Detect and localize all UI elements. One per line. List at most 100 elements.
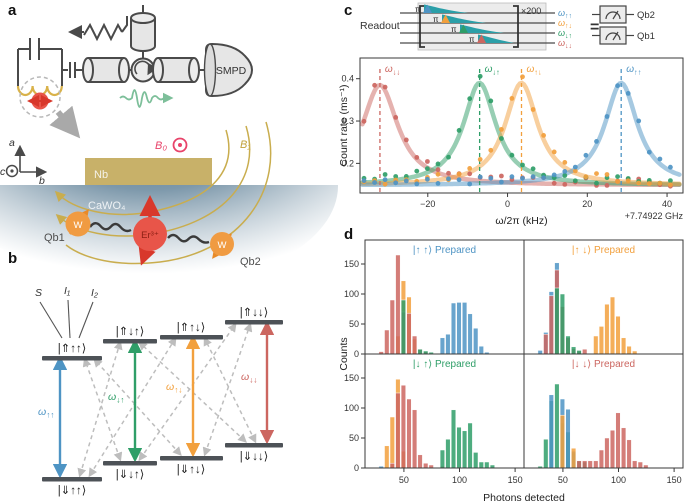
histogram-bar <box>615 315 621 355</box>
data-point <box>572 164 578 170</box>
photon-wavepacket-icon <box>119 89 174 108</box>
histogram-bar <box>473 327 479 355</box>
histogram-bar <box>632 460 638 469</box>
pi-label: π <box>451 25 457 34</box>
data-point <box>467 181 473 187</box>
data-point <box>646 149 652 155</box>
data-point <box>382 177 388 183</box>
line-label-downdown: ω↓↓ <box>558 38 572 50</box>
pi-pulses: π π π π <box>415 4 514 44</box>
electron-spin-label: S <box>35 287 42 299</box>
data-point <box>446 170 451 176</box>
x-tick-label: 100 <box>611 475 626 485</box>
histogram-bar <box>626 439 632 469</box>
state-ket: |⇑↓↑⟩ <box>116 326 145 338</box>
data-point <box>594 171 599 176</box>
plot-frame <box>359 57 684 194</box>
data-point <box>572 178 578 184</box>
histogram-bar <box>384 445 390 469</box>
state-ket: |⇑↑↓⟩ <box>177 322 206 334</box>
data-point <box>509 174 515 180</box>
b0-label: B₀ <box>155 140 167 152</box>
data-point <box>541 133 546 138</box>
x-tick-label: 50 <box>399 475 409 485</box>
data-point <box>425 159 430 164</box>
histogram-bar <box>484 461 490 469</box>
zoom-arrow-icon <box>49 105 81 139</box>
spin-pointer-lines <box>39 299 94 339</box>
y-tick-label: 0.4 <box>341 74 354 84</box>
measurement-gates <box>592 5 634 45</box>
data-point <box>530 166 536 172</box>
b0-field-icon <box>172 137 188 153</box>
histogram-bar <box>593 335 599 355</box>
histogram-bar <box>582 348 588 355</box>
histogram-bar <box>543 438 549 469</box>
y-tick-label: 50 <box>349 433 359 443</box>
histogram-bar <box>582 460 588 469</box>
data-point <box>615 179 620 184</box>
data-point <box>604 114 610 119</box>
histogram-bar <box>559 293 565 355</box>
histogram-bar <box>565 335 571 355</box>
x-tick-label: 100 <box>452 475 467 485</box>
histogram-bar <box>543 333 549 355</box>
pi-label: π <box>415 5 421 14</box>
data-point <box>520 74 525 80</box>
histogram-bar <box>598 326 604 355</box>
omega-label-updown: ω↑↓ <box>166 381 182 395</box>
er-spin-arrow-tail-icon <box>138 245 156 266</box>
axis-c-label: c <box>0 166 6 178</box>
axis-a-label: a <box>9 137 15 149</box>
subplot-title: |↑ ↑⟩ Prepared <box>413 245 476 256</box>
qb2-gate-label: Qb2 <box>637 10 655 21</box>
histogram-bar <box>621 337 627 355</box>
data-point <box>372 82 377 88</box>
data-point <box>668 164 673 170</box>
readout-label: Readout <box>360 20 400 32</box>
data-point <box>467 171 473 177</box>
data-point <box>361 178 367 184</box>
histogram-bar <box>417 454 423 469</box>
histogram-bar <box>637 461 643 469</box>
data-point <box>499 179 504 185</box>
data-point <box>372 180 377 185</box>
zoom-dashed-circle <box>19 76 61 118</box>
coupling-capacitor-icon <box>62 62 84 78</box>
histogram-bar <box>417 348 423 355</box>
bracket-left-icon <box>419 5 425 48</box>
data-point <box>477 157 483 162</box>
state-ket: |⇓↑↓⟩ <box>177 464 206 476</box>
histogram-bar <box>626 345 632 355</box>
data-point <box>646 181 652 186</box>
histogram-bar <box>456 302 462 355</box>
w-label-1: W <box>74 220 83 231</box>
smpd-detector-icon: SMPD <box>203 42 254 98</box>
bracket-right-icon <box>513 5 519 48</box>
histogram-bar <box>565 408 571 469</box>
subplot-title: |↓ ↓⟩ Prepared <box>572 359 635 370</box>
data-point <box>403 137 409 143</box>
x-tick-label: −20 <box>420 199 435 209</box>
spectroscopy-chart: ω↓↓ ω↓↑ ω↑↓ ω↑↑ −20 0 20 40 0.2 0.3 0.4 ω/2π (kHz) +… <box>338 57 684 227</box>
histogram-bar <box>423 462 429 469</box>
lc-resonator <box>17 38 84 86</box>
histogram-bar <box>439 449 445 469</box>
data-point <box>530 174 536 180</box>
histogram-bar <box>467 313 473 355</box>
data-point <box>456 171 462 177</box>
smpd-label: SMPD <box>216 65 247 77</box>
data-point <box>403 178 409 184</box>
x-tick-label: 150 <box>667 475 682 485</box>
histogram-bar <box>615 412 621 469</box>
capacitor-icon <box>18 38 62 60</box>
qb2-label: Qb2 <box>240 256 261 268</box>
y-tick-label: 100 <box>344 289 359 299</box>
histogram-bar <box>604 303 610 355</box>
histogram-bar <box>473 452 479 469</box>
histogram-bar <box>576 350 582 355</box>
omega-label-downdown: ω↓↓ <box>241 371 257 385</box>
peak-label: ω↓↓ <box>385 64 400 77</box>
data-point <box>467 166 473 171</box>
b1-label: B₁ <box>240 139 251 151</box>
